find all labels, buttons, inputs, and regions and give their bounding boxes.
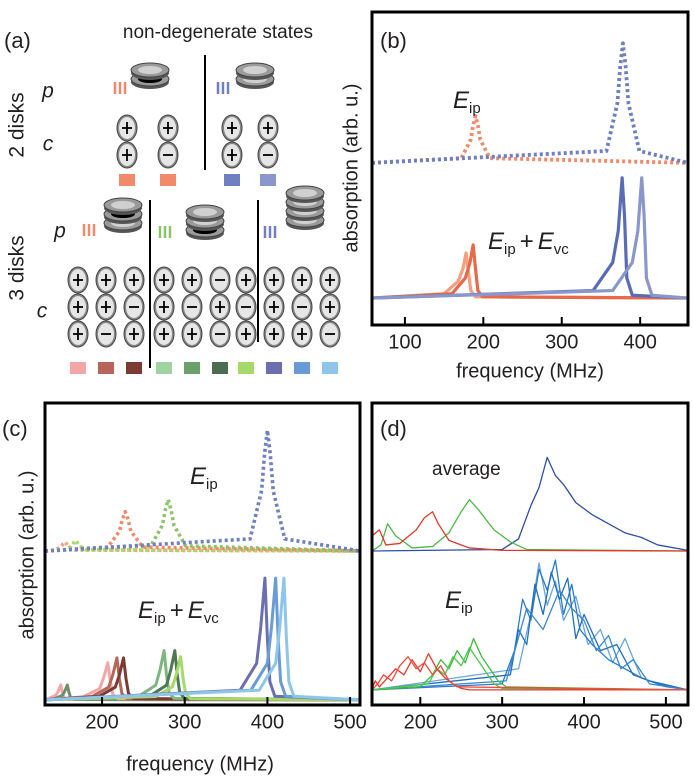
c-label: c: [37, 300, 48, 323]
color-key: [119, 174, 135, 186]
annotation: Eip: [445, 587, 473, 617]
color-key: [238, 362, 254, 374]
plot-frame: [370, 10, 690, 327]
series-line: [45, 576, 360, 702]
series-line: [45, 576, 360, 702]
panel-label: (c): [2, 416, 28, 441]
series-line: [45, 509, 360, 553]
annotation-part: vc: [554, 241, 570, 258]
x-tick-label: 400: [251, 711, 284, 733]
annotation-part: ip: [461, 600, 473, 617]
x-tick-label: 100: [388, 331, 421, 353]
series-line: [372, 656, 688, 691]
disk-center: [293, 189, 317, 197]
x-axis-label: frequency (MHz): [126, 753, 274, 775]
disk-center: [111, 201, 135, 209]
series-line: [372, 559, 688, 691]
annotation-part: E: [188, 597, 205, 624]
y-axis-label: absorption (arb. u.): [340, 84, 362, 253]
panel-title: non-degenerate states: [123, 22, 313, 43]
series-line: [372, 114, 688, 165]
annotation-part: +: [520, 228, 534, 255]
color-key: [294, 362, 310, 374]
y-axis-label: absorption (arb. u.): [16, 471, 38, 640]
x-tick-label: 200: [467, 331, 500, 353]
chart-panel: 100 200 300 400 (b) absorption (arb. u.) frequ…: [340, 10, 690, 382]
annotation-part: E: [138, 597, 155, 624]
annotation: Eip: [190, 463, 218, 493]
series-line: [372, 41, 688, 165]
annotation-part: ip: [469, 100, 481, 117]
c-label: c: [43, 133, 54, 156]
series-line: [372, 498, 688, 552]
color-key: [266, 362, 282, 374]
color-key: [224, 174, 240, 186]
series-line: [45, 661, 360, 702]
panel-label: (d): [380, 416, 407, 441]
series-line: [372, 571, 688, 691]
color-key: [156, 362, 172, 374]
x-tick-label: 300: [168, 711, 201, 733]
x-tick-label: 400: [567, 711, 600, 733]
disk-center: [243, 66, 267, 74]
annotation: Eip: [453, 87, 481, 117]
disk-center: [138, 66, 162, 74]
series-line: [45, 576, 360, 702]
series-line: [372, 511, 688, 552]
annotation-part: E: [538, 228, 555, 255]
color-key: [184, 362, 200, 374]
x-tick-label: 300: [485, 711, 518, 733]
series-line: [372, 589, 688, 691]
x-axis-label: frequency (MHz): [456, 360, 604, 382]
annotation-part: E: [190, 463, 207, 490]
p-label: p: [53, 220, 66, 243]
annotation-part: ip: [504, 241, 516, 258]
series-line: [45, 649, 360, 702]
annotation-part: E: [488, 228, 505, 255]
annotation-part: ip: [206, 476, 218, 493]
color-key: [70, 362, 86, 374]
annotation-part: +: [170, 597, 184, 624]
x-tick-label: 200: [404, 711, 437, 733]
panel-label: (b): [380, 28, 407, 53]
plot-frame: [43, 401, 362, 707]
chart-panel: 200 300 400 500 (d) average Eip: [370, 401, 690, 733]
row-label: 2 disks: [6, 92, 29, 157]
row-label: 3 disks: [6, 235, 29, 300]
color-key: [98, 362, 114, 374]
x-tick-label: 300: [545, 331, 578, 353]
annotation-part: E: [445, 587, 462, 614]
series-line: [372, 176, 688, 300]
series-line: [372, 176, 688, 300]
x-tick-label: 400: [623, 331, 656, 353]
panel-a: (a) non-degenerate states 2 disks 3 disk…: [4, 22, 341, 374]
x-tick-label: 500: [333, 711, 366, 733]
x-tick-label: 200: [85, 711, 118, 733]
panel-label: (a): [4, 28, 31, 53]
annotation-part: ip: [154, 610, 166, 627]
annotation-part: average: [432, 459, 501, 480]
annotation-part: E: [453, 87, 470, 114]
annotation: Eip + Evc: [138, 597, 219, 627]
series-line: [372, 456, 688, 552]
color-key: [212, 362, 228, 374]
disk-center: [193, 208, 217, 216]
series-line: [372, 637, 688, 691]
p-label: p: [41, 80, 54, 103]
color-key: [260, 174, 276, 186]
x-tick-label: 500: [649, 711, 682, 733]
color-key: [322, 362, 338, 374]
annotation: average: [432, 459, 501, 480]
color-key: [160, 174, 176, 186]
series-line: [45, 649, 360, 702]
series-line: [45, 428, 360, 553]
annotation: Eip + Evc: [488, 228, 569, 258]
color-key: [126, 362, 142, 374]
chart-panel: 200 300 400 500 (c) absorption (arb. u.) frequ…: [2, 401, 367, 775]
annotation-part: vc: [204, 610, 220, 627]
plot-frame: [370, 401, 690, 707]
